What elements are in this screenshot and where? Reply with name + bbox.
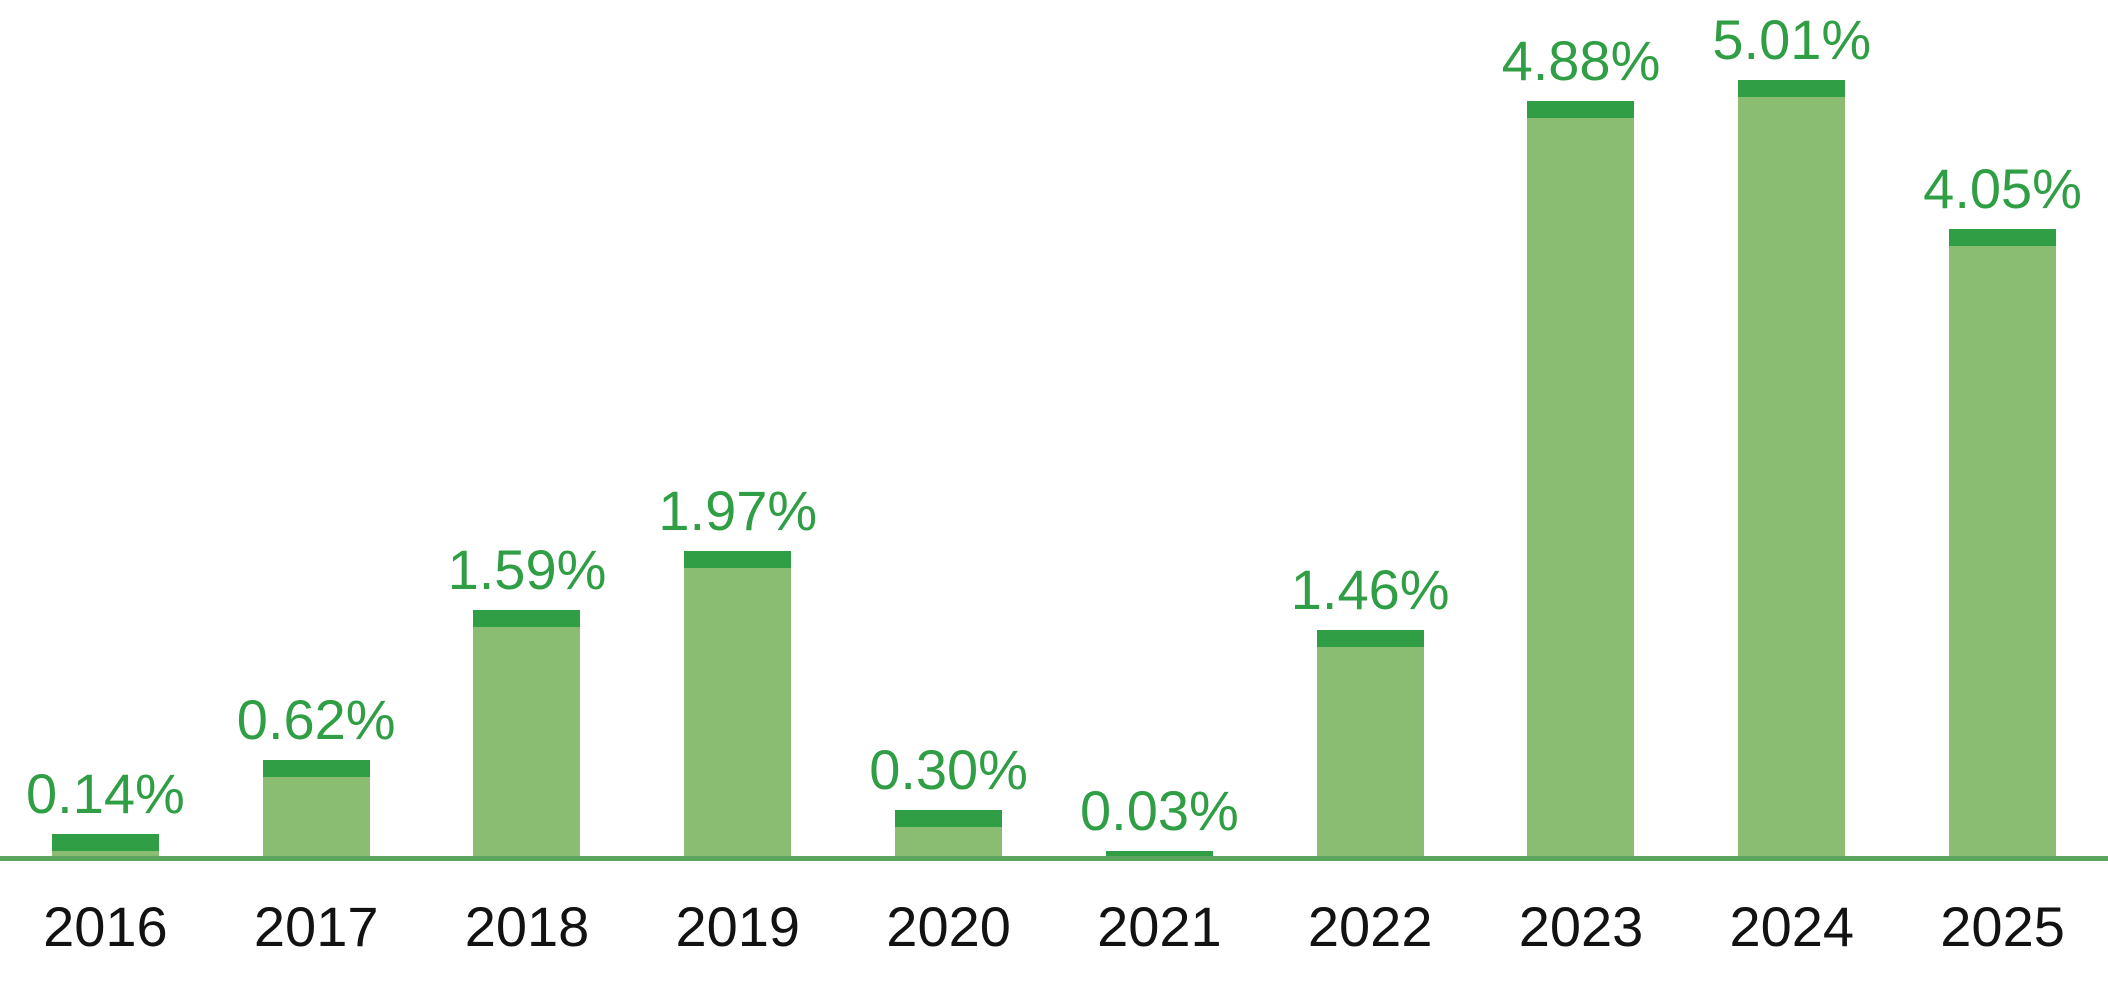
bar-column-2022: 1.46% bbox=[1265, 558, 1476, 856]
bar-cap bbox=[684, 551, 792, 568]
x-tick-label: 2024 bbox=[1729, 895, 1855, 958]
bar-cap bbox=[262, 760, 370, 777]
x-tick-label: 2020 bbox=[886, 895, 1011, 958]
bar-cap bbox=[1316, 630, 1424, 647]
x-tick-label: 2017 bbox=[253, 895, 379, 958]
value-label: 0.14% bbox=[26, 761, 185, 825]
x-tick-label: 2019 bbox=[675, 895, 801, 958]
bar-column-2017: 0.62% bbox=[211, 688, 422, 856]
x-tick-label: 2021 bbox=[1097, 895, 1222, 958]
bar bbox=[473, 610, 581, 856]
bar bbox=[684, 551, 792, 856]
bar-cap bbox=[1949, 229, 2057, 246]
bar-column-2020: 0.30% bbox=[843, 738, 1054, 856]
bar-column-2021: 0.03% bbox=[1054, 779, 1265, 856]
bar-cap bbox=[473, 610, 581, 627]
x-axis-line bbox=[0, 856, 2108, 861]
bar bbox=[895, 810, 1003, 856]
bar bbox=[1316, 630, 1424, 856]
value-label: 4.05% bbox=[1923, 156, 2082, 220]
value-label: 0.30% bbox=[869, 737, 1028, 801]
value-label: 0.62% bbox=[236, 687, 396, 751]
value-label: 1.97% bbox=[658, 478, 818, 542]
x-axis-labels: 2016 2017 2018 2019 2020 2021 2022 2023 2024 2025 bbox=[0, 861, 2108, 992]
value-label: 5.01% bbox=[1712, 7, 1872, 71]
x-tick-label: 2018 bbox=[464, 895, 590, 958]
bar-cap bbox=[895, 810, 1003, 827]
bar-cap bbox=[1105, 851, 1213, 856]
value-label: 4.88% bbox=[1501, 28, 1661, 92]
x-tick-label: 2023 bbox=[1518, 895, 1644, 958]
plot-area: 0.14% 0.62% 1.59% 1.97% 0.30% 0.03% 1.46% 4.88%… bbox=[0, 8, 2108, 856]
bar bbox=[1949, 229, 2057, 856]
bar-column-2018: 1.59% bbox=[422, 538, 633, 856]
bar-column-2024: 5.01% bbox=[1686, 8, 1897, 856]
bar bbox=[51, 834, 159, 856]
x-tick-label: 2016 bbox=[43, 895, 168, 958]
bar-column-2023: 4.88% bbox=[1476, 29, 1687, 856]
value-label: 1.59% bbox=[447, 537, 607, 601]
bar bbox=[1527, 101, 1635, 856]
value-label: 1.46% bbox=[1290, 557, 1450, 621]
bar bbox=[1738, 80, 1846, 856]
bar-cap bbox=[51, 834, 159, 851]
bar-cap bbox=[1527, 101, 1635, 118]
x-tick-label: 2022 bbox=[1307, 895, 1433, 958]
bar-column-2019: 1.97% bbox=[632, 479, 843, 856]
bar-cap bbox=[1738, 80, 1846, 97]
value-label: 0.03% bbox=[1079, 778, 1239, 842]
bar-column-2025: 4.05% bbox=[1897, 157, 2108, 856]
bar bbox=[262, 760, 370, 856]
x-tick-label: 2025 bbox=[1940, 895, 2065, 958]
bar-column-2016: 0.14% bbox=[0, 762, 211, 856]
bar bbox=[1105, 851, 1213, 856]
